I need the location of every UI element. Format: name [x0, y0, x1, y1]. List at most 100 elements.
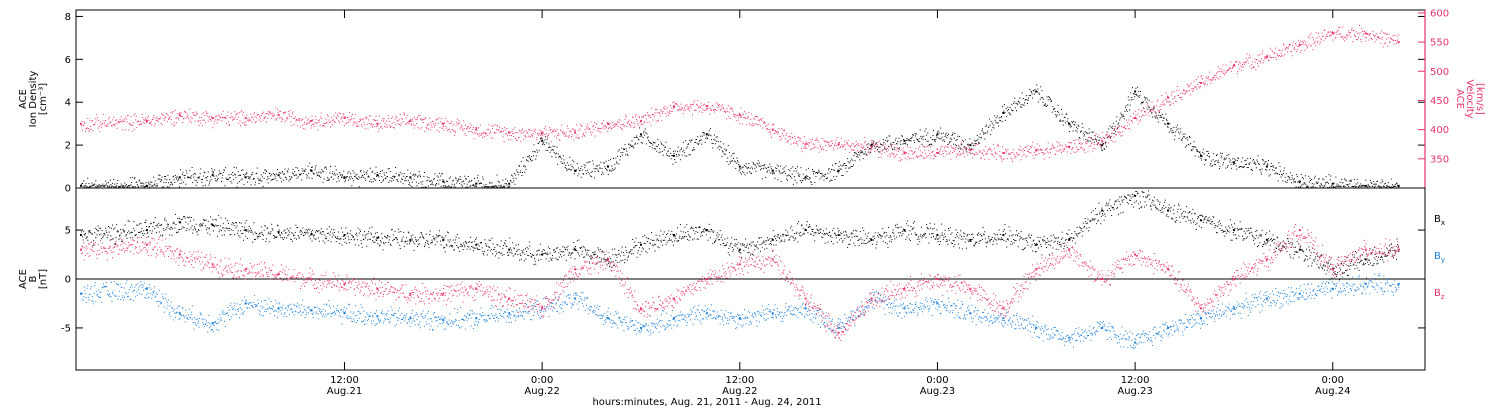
- data-point: [422, 180, 424, 182]
- data-point: [643, 132, 645, 134]
- data-point: [343, 176, 346, 179]
- data-point: [1044, 103, 1046, 105]
- data-point: [171, 123, 173, 125]
- data-point: [711, 105, 713, 107]
- data-point: [158, 117, 160, 119]
- data-point: [777, 179, 779, 181]
- data-point: [475, 182, 478, 185]
- data-point: [777, 165, 779, 167]
- data-point: [208, 117, 210, 119]
- data-point: [1357, 39, 1359, 41]
- data-point: [778, 170, 780, 172]
- data-point: [1340, 185, 1342, 187]
- data-point: [668, 155, 670, 157]
- data-point: [91, 233, 93, 235]
- data-point: [663, 108, 665, 110]
- data-point: [1340, 33, 1342, 35]
- data-point: [603, 125, 605, 127]
- data-point: [587, 171, 589, 173]
- data-point: [897, 148, 899, 150]
- data-point: [749, 124, 751, 126]
- data-point: [855, 152, 857, 154]
- data-point: [817, 139, 819, 141]
- data-point: [118, 186, 120, 188]
- data-point: [282, 119, 284, 121]
- data-point: [505, 132, 507, 134]
- data-point: [546, 133, 548, 135]
- data-point: [895, 137, 897, 139]
- data-point: [308, 172, 310, 174]
- data-point: [411, 181, 413, 183]
- data-point: [926, 140, 928, 142]
- data-point: [209, 234, 211, 236]
- data-point: [681, 107, 683, 109]
- data-point: [297, 167, 299, 169]
- data-point: [918, 140, 920, 142]
- data-point: [143, 233, 145, 235]
- data-point: [555, 152, 557, 154]
- data-point: [1323, 29, 1325, 31]
- data-point: [1048, 96, 1050, 98]
- data-point: [1280, 176, 1282, 178]
- data-point: [404, 123, 406, 125]
- data-point: [903, 139, 905, 141]
- data-point: [832, 147, 834, 149]
- data-point: [756, 116, 758, 118]
- data-point: [787, 174, 789, 176]
- data-point: [1299, 42, 1301, 44]
- data-point: [735, 116, 737, 118]
- data-point: [343, 116, 346, 119]
- data-point: [826, 177, 828, 179]
- data-point: [827, 141, 829, 143]
- data-point: [397, 181, 399, 183]
- data-point: [1050, 98, 1052, 100]
- data-point: [985, 153, 987, 155]
- data-point: [622, 124, 624, 126]
- data-point: [368, 176, 370, 178]
- data-point: [949, 153, 951, 155]
- data-point: [203, 112, 205, 114]
- data-point: [638, 127, 640, 129]
- data-point: [1072, 147, 1074, 149]
- data-point: [268, 112, 270, 114]
- data-point: [1073, 121, 1075, 123]
- data-point: [287, 110, 289, 112]
- data-point: [157, 178, 159, 180]
- data-point: [775, 130, 777, 132]
- data-point: [1039, 98, 1041, 100]
- data-point: [957, 154, 959, 156]
- data-point: [270, 112, 272, 114]
- data-point: [482, 133, 484, 135]
- data-point: [1124, 110, 1126, 112]
- data-point: [417, 117, 419, 119]
- data-point: [222, 172, 224, 174]
- data-point: [856, 144, 858, 146]
- data-point: [1241, 166, 1243, 168]
- data-point: [803, 178, 805, 180]
- data-point: [487, 129, 489, 131]
- data-point: [764, 122, 766, 124]
- data-point: [506, 180, 508, 182]
- data-point: [120, 229, 122, 231]
- data-point: [931, 152, 933, 154]
- data-point: [449, 123, 451, 125]
- data-point: [809, 177, 811, 179]
- data-point: [1094, 135, 1096, 137]
- data-point: [191, 175, 193, 177]
- data-point: [231, 171, 233, 173]
- data-point: [1134, 110, 1136, 112]
- data-point: [494, 124, 496, 126]
- data-point: [753, 117, 755, 119]
- data-point: [128, 184, 130, 186]
- data-point: [962, 151, 964, 153]
- data-point: [897, 150, 899, 152]
- data-point: [1342, 182, 1344, 184]
- data-point: [301, 168, 303, 170]
- data-point: [1105, 134, 1107, 136]
- data-point: [174, 227, 176, 229]
- data-point: [947, 146, 949, 148]
- data-point: [650, 124, 652, 126]
- data-point: [1068, 122, 1071, 125]
- data-point: [608, 159, 610, 161]
- data-point: [148, 122, 150, 124]
